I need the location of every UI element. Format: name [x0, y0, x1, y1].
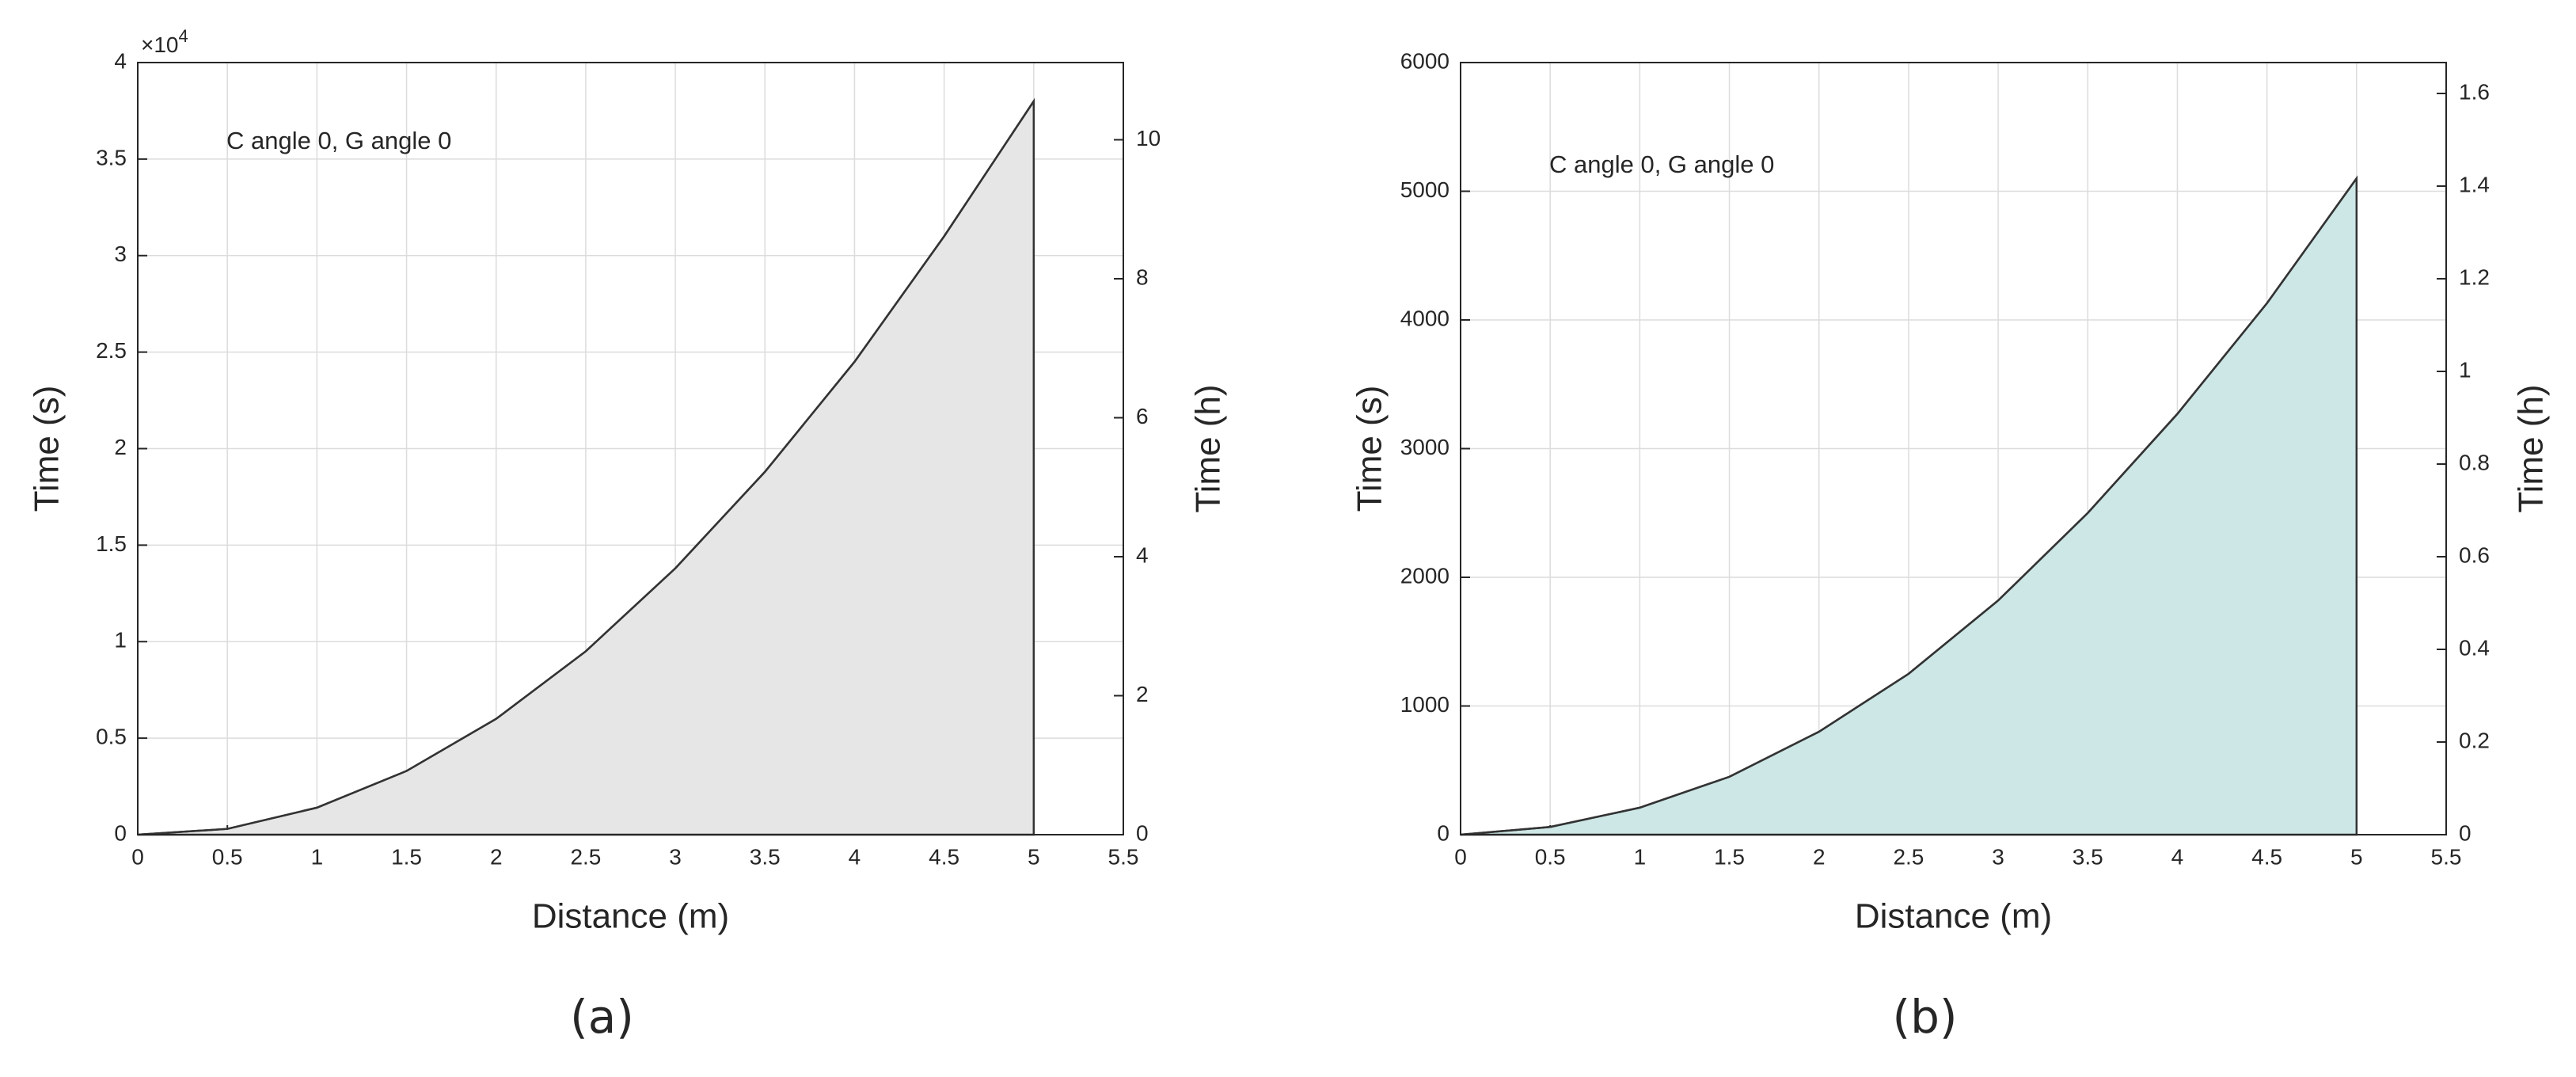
- y2-tick-label: 6: [1136, 404, 1149, 428]
- y2-tick-label: 10: [1136, 126, 1161, 150]
- y-tick-label: 5000: [1400, 177, 1449, 202]
- x-axis-label: Distance (m): [1855, 897, 2052, 936]
- x-tick-label: 2.5: [570, 844, 601, 869]
- x-tick-label: 5.5: [1108, 844, 1139, 869]
- curve: [137, 101, 1035, 836]
- caption: (b): [1892, 990, 1957, 1044]
- x-tick-label: 0.5: [1535, 844, 1566, 869]
- y-offset-label: ×104: [141, 26, 188, 58]
- y-tick-label: 4: [114, 48, 127, 73]
- y2-tick-label: 0.4: [2459, 635, 2490, 660]
- annotation: C angle 0, G angle 0: [1549, 150, 1774, 178]
- y-tick-label: 1.5: [96, 531, 127, 556]
- x-tick-label: 5: [1028, 844, 1040, 869]
- y2-tick-label: 1.4: [2459, 172, 2490, 196]
- x-tick-label: 1.5: [391, 844, 422, 869]
- x-tick-label: 2: [1813, 844, 1826, 869]
- y2-tick-label: 0: [1136, 820, 1149, 845]
- y2-tick-label: 0.6: [2459, 542, 2490, 567]
- x-tick-label: 3: [1992, 844, 2004, 869]
- y-tick-label: 3.5: [96, 145, 127, 169]
- x-tick-label: 2.5: [1893, 844, 1924, 869]
- x-tick-label: 0: [131, 844, 144, 869]
- x-tick-label: 4: [2171, 844, 2184, 869]
- x-tick-label: 0: [1454, 844, 1467, 869]
- y-tick-label: 0: [1437, 820, 1449, 845]
- y2-tick-label: 8: [1136, 264, 1149, 289]
- plot-frame: [1460, 62, 2447, 835]
- x-axis-label: Distance (m): [532, 897, 729, 936]
- y2-axis-label: Time (h): [2512, 384, 2551, 512]
- y-offset-exponent: 4: [179, 26, 188, 46]
- x-tick-label: 3.5: [750, 844, 781, 869]
- y-tick-label: 4000: [1400, 306, 1449, 330]
- plot-frame: [137, 62, 1124, 835]
- x-tick-label: 1: [1634, 844, 1647, 869]
- y-tick-label: 2: [114, 435, 127, 459]
- caption: (a): [570, 990, 634, 1044]
- y2-axis-label: Time (h): [1189, 384, 1228, 512]
- y-axis-label: Time (s): [28, 386, 66, 512]
- x-tick-label: 5.5: [2431, 844, 2462, 869]
- y2-tick-label: 2: [1136, 682, 1149, 706]
- y-tick-label: 1: [114, 628, 127, 653]
- y-offset-base: ×10: [141, 32, 179, 57]
- y-tick-label: 1000: [1400, 692, 1449, 717]
- x-tick-label: 3.5: [2073, 844, 2103, 869]
- y2-tick-label: 1: [2459, 357, 2472, 382]
- x-tick-label: 4: [849, 844, 861, 869]
- x-tick-label: 1: [311, 844, 324, 869]
- x-tick-label: 2: [490, 844, 503, 869]
- y2-tick-label: 0.2: [2459, 728, 2490, 752]
- x-tick-label: 0.5: [212, 844, 243, 869]
- x-tick-label: 3: [669, 844, 682, 869]
- y2-tick-label: 4: [1136, 542, 1149, 567]
- y2-tick-label: 1.2: [2459, 264, 2490, 289]
- y-tick-label: 2000: [1400, 563, 1449, 588]
- y-axis-label: Time (s): [1351, 386, 1389, 512]
- y-tick-label: 2.5: [96, 338, 127, 363]
- annotation: C angle 0, G angle 0: [226, 127, 451, 154]
- y2-tick-label: 0.8: [2459, 450, 2490, 474]
- x-tick-label: 4.5: [2251, 844, 2282, 869]
- y-tick-label: 3: [114, 242, 127, 266]
- y2-tick-label: 0: [2459, 820, 2472, 845]
- y2-tick-label: 1.6: [2459, 79, 2490, 104]
- x-tick-label: 1.5: [1714, 844, 1745, 869]
- y-tick-label: 0: [114, 820, 127, 845]
- y-tick-label: 0.5: [96, 725, 127, 749]
- y-tick-label: 3000: [1400, 435, 1449, 459]
- x-tick-label: 5: [2350, 844, 2363, 869]
- curve: [1460, 177, 2358, 836]
- x-tick-label: 4.5: [929, 844, 959, 869]
- y-tick-label: 6000: [1400, 48, 1449, 73]
